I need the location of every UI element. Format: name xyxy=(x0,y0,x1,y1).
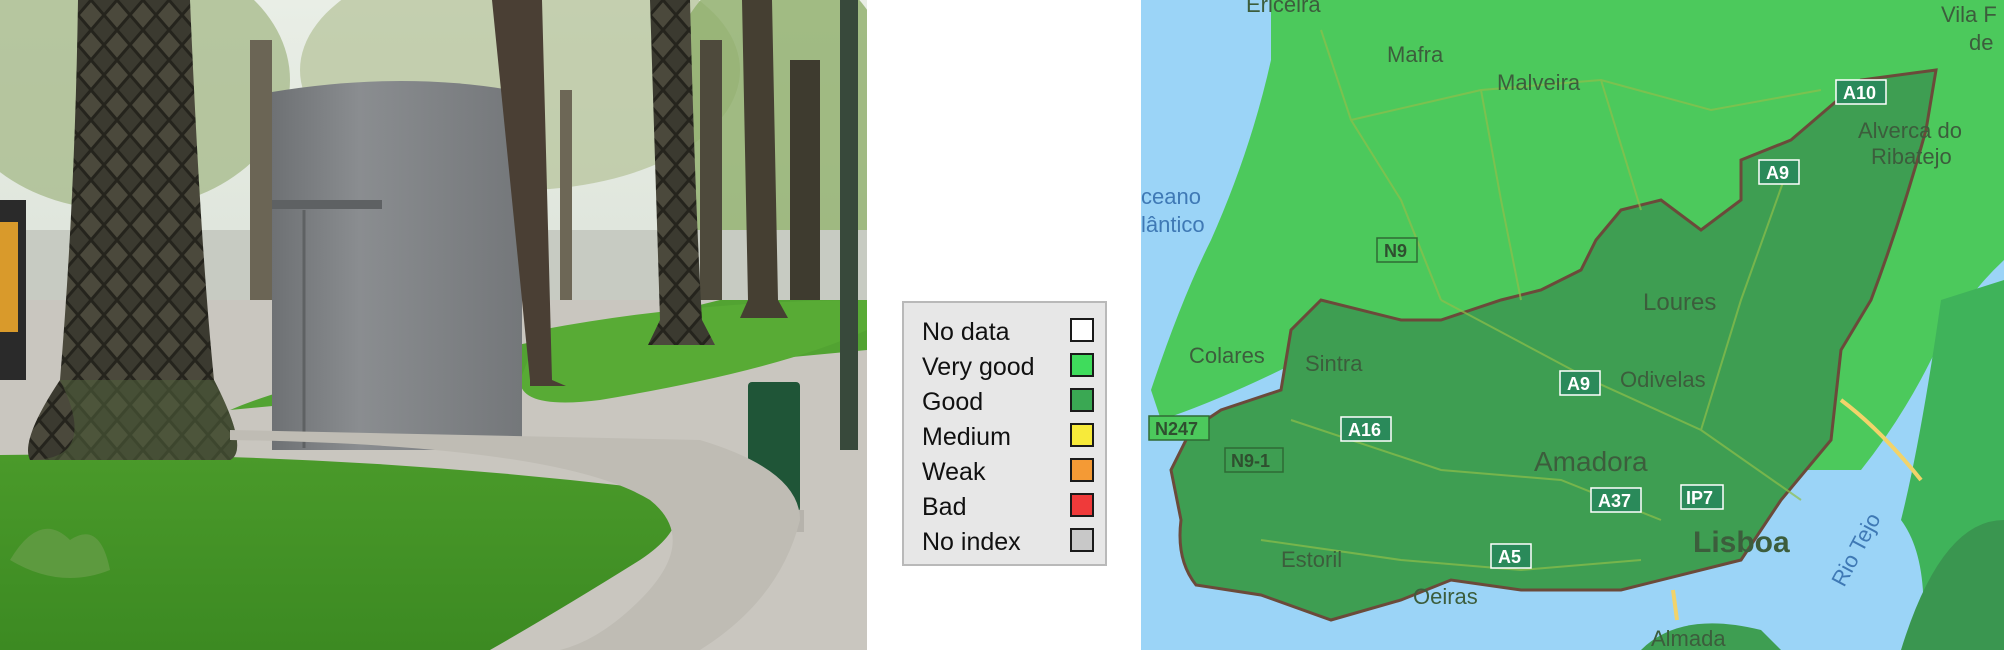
legend-item-medium: Medium xyxy=(904,420,1107,455)
place-label: Malveira xyxy=(1497,70,1581,95)
place-label: Odivelas xyxy=(1620,367,1706,392)
legend-swatch xyxy=(1070,318,1094,342)
road-label: A10 xyxy=(1843,83,1876,103)
place-labels: Ericeira Mafra Malveira Vila F de Alverc… xyxy=(1141,0,1997,650)
road-shield xyxy=(1835,79,1887,105)
place-label: Colares xyxy=(1189,343,1265,368)
legend-label: No data xyxy=(922,318,1010,346)
road-label: A9 xyxy=(1766,163,1789,183)
road-shield xyxy=(1490,543,1532,569)
place-label: Mafra xyxy=(1387,42,1444,67)
place-label: ceano xyxy=(1141,184,1201,209)
legend-item-no-data: No data xyxy=(904,315,1107,350)
road-label: A9 xyxy=(1567,374,1590,394)
road-label: N247 xyxy=(1155,419,1198,439)
legend-swatch xyxy=(1070,493,1094,517)
road-label: A37 xyxy=(1598,491,1631,511)
place-label: Vila F xyxy=(1941,2,1997,27)
place-label: lântico xyxy=(1141,212,1205,237)
road-label: A5 xyxy=(1498,547,1521,567)
map-canvas[interactable]: Ericeira Mafra Malveira Vila F de Alverc… xyxy=(1141,0,2004,650)
place-label: Loures xyxy=(1643,289,1716,316)
legend-swatch xyxy=(1070,388,1094,412)
legend-swatch xyxy=(1070,353,1094,377)
legend-label: Bad xyxy=(922,493,967,521)
place-label: Ribatejo xyxy=(1871,144,1952,169)
legend-label: Good xyxy=(922,388,984,416)
road-shield xyxy=(1148,415,1210,441)
legend-item-weak: Weak xyxy=(904,455,1107,490)
place-label: de xyxy=(1969,30,1993,55)
legend-item-very-good: Very good xyxy=(904,350,1107,385)
road-shield xyxy=(1376,237,1418,263)
legend-item-bad: Bad xyxy=(904,490,1107,525)
air-quality-legend: No data Very good Good Medium Weak Bad N… xyxy=(902,301,1107,566)
road-shield xyxy=(1224,447,1284,473)
air-quality-map[interactable]: Ericeira Mafra Malveira Vila F de Alverc… xyxy=(1141,0,2004,650)
place-label: Estoril xyxy=(1281,547,1342,572)
legend-item-no-index: No index xyxy=(904,525,1107,560)
legend-label: Medium xyxy=(922,423,1011,451)
road-shield xyxy=(1680,484,1724,510)
legend-swatch xyxy=(1070,423,1094,447)
road-shield xyxy=(1590,487,1642,513)
legend-label: Very good xyxy=(922,353,1035,381)
road-shield xyxy=(1559,370,1601,396)
legend-swatch xyxy=(1070,458,1094,482)
road-label: N9-1 xyxy=(1231,451,1270,471)
place-label: Amadora xyxy=(1534,446,1648,477)
place-label: Sintra xyxy=(1305,351,1363,376)
road-label: IP7 xyxy=(1686,488,1713,508)
road-shields: A10 A9 N9 A9 N247 A16 N9-1 A37 IP7 A5 xyxy=(1148,79,1887,569)
place-label: Almada xyxy=(1651,626,1726,650)
legend-swatch xyxy=(1070,528,1094,552)
legend-label: No index xyxy=(922,528,1021,556)
legend-item-good: Good xyxy=(904,385,1107,420)
legend-label: Weak xyxy=(922,458,986,486)
legend-panel: No data Very good Good Medium Weak Bad N… xyxy=(867,0,1141,650)
place-label: Alverca do xyxy=(1858,118,1962,143)
place-label: Ericeira xyxy=(1246,0,1321,17)
place-label: Oeiras xyxy=(1413,584,1478,609)
road-label: A16 xyxy=(1348,420,1381,440)
road-shield xyxy=(1758,159,1800,185)
place-label: Lisboa xyxy=(1693,526,1790,559)
bridge-road xyxy=(1839,398,1923,482)
road-shield xyxy=(1340,416,1392,442)
road-label: N9 xyxy=(1384,241,1407,261)
street-photo xyxy=(0,0,867,650)
park-photo-image xyxy=(0,0,867,650)
good-area xyxy=(1169,68,1938,622)
